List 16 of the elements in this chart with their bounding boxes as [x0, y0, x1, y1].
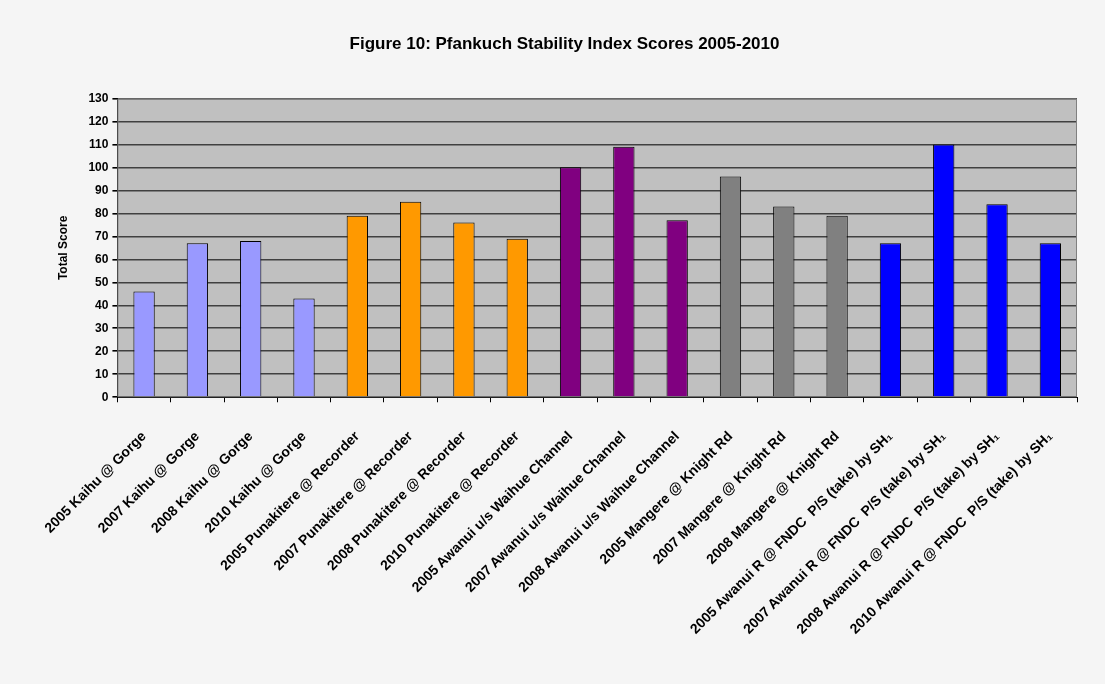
y-tick-label: 40 [95, 297, 109, 312]
y-tick-label: 120 [88, 113, 109, 128]
y-tick-label: 90 [95, 182, 109, 197]
y-tick-label: 30 [95, 320, 109, 335]
chart-title: Figure 10: Pfankuch Stability Index Scores 2005-2010 [349, 33, 780, 53]
y-tick-label: 0 [101, 389, 109, 404]
y-tick-label: 50 [95, 274, 109, 289]
y-tick-label: 110 [89, 136, 109, 151]
y-tick-label: 20 [95, 343, 109, 358]
y-tick-label: 100 [88, 159, 109, 174]
y-tick-label: 80 [95, 205, 109, 220]
y-tick-label: 70 [95, 228, 109, 243]
y-tick-label: 130 [88, 90, 109, 105]
y-axis-title: Total Score [55, 215, 70, 281]
y-tick-label: 10 [95, 366, 109, 381]
y-tick-label: 60 [95, 251, 109, 266]
